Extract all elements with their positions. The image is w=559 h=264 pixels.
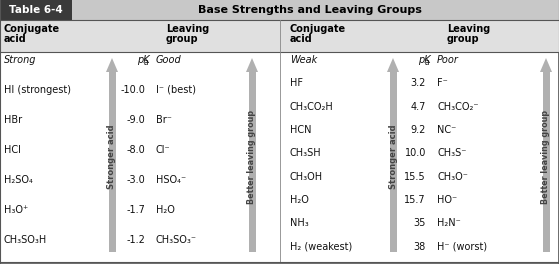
Text: Poor: Poor [437,55,459,65]
Text: HCl: HCl [4,145,21,155]
Text: CH₃CO₂H: CH₃CO₂H [290,102,334,112]
Text: 15.7: 15.7 [404,195,426,205]
Text: group: group [166,34,198,44]
Text: NH₃: NH₃ [290,218,309,228]
Text: Base Strengths and Leaving Groups: Base Strengths and Leaving Groups [198,5,422,15]
Text: -10.0: -10.0 [120,85,145,95]
Bar [0,0,72,20]
Text: -3.0: -3.0 [126,175,145,185]
Text: HI (strongest): HI (strongest) [4,85,71,95]
Bar [249,72,255,252]
Text: pK: pK [418,55,430,65]
Text: H₂SO₄: H₂SO₄ [4,175,33,185]
Text: group: group [447,34,480,44]
Text: 3.2: 3.2 [411,78,426,88]
Text: 38: 38 [414,242,426,252]
Text: CH₃OH: CH₃OH [290,172,323,182]
Text: HF: HF [290,78,303,88]
Text: H₂O: H₂O [290,195,309,205]
Text: Leaving: Leaving [447,24,490,34]
Text: -8.0: -8.0 [126,145,145,155]
Text: Conjugate: Conjugate [4,24,60,34]
Text: a: a [425,58,430,67]
Text: CH₃O⁻: CH₃O⁻ [437,172,468,182]
Bar [390,72,396,252]
Text: NC⁻: NC⁻ [437,125,456,135]
Text: Cl⁻: Cl⁻ [156,145,170,155]
Text: H₂N⁻: H₂N⁻ [437,218,461,228]
Text: CH₃S⁻: CH₃S⁻ [437,148,466,158]
Text: pK: pK [137,55,150,65]
Text: 4.7: 4.7 [411,102,426,112]
Bar [0,0,559,20]
Text: -9.0: -9.0 [126,115,145,125]
Text: Strong: Strong [4,55,36,65]
Text: Stronger acid: Stronger acid [389,125,397,189]
Polygon shape [387,58,399,72]
Text: Better leaving group: Better leaving group [248,110,257,204]
Text: HCN: HCN [290,125,311,135]
Text: H₃O⁺: H₃O⁺ [4,205,29,215]
Text: Table 6-4: Table 6-4 [9,5,63,15]
Polygon shape [106,58,118,72]
Text: H⁻ (worst): H⁻ (worst) [437,242,487,252]
Text: Conjugate: Conjugate [290,24,346,34]
Text: 9.2: 9.2 [411,125,426,135]
Polygon shape [540,58,552,72]
Text: 10.0: 10.0 [405,148,426,158]
Text: 35: 35 [414,218,426,228]
Text: CH₃SO₃⁻: CH₃SO₃⁻ [156,235,197,245]
Text: 15.5: 15.5 [404,172,426,182]
Text: H₂ (weakest): H₂ (weakest) [290,242,352,252]
Text: CH₃SH: CH₃SH [290,148,321,158]
Text: I⁻ (best): I⁻ (best) [156,85,196,95]
Bar [0,20,559,52]
Text: acid: acid [290,34,312,44]
Text: a: a [144,58,149,67]
Text: Stronger acid: Stronger acid [107,125,116,189]
Text: HSO₄⁻: HSO₄⁻ [156,175,186,185]
Text: HO⁻: HO⁻ [437,195,457,205]
Text: CH₃CO₂⁻: CH₃CO₂⁻ [437,102,479,112]
Text: Leaving: Leaving [166,24,209,34]
Text: CH₃SO₃H: CH₃SO₃H [4,235,48,245]
Text: Good: Good [156,55,182,65]
Text: HBr: HBr [4,115,22,125]
Polygon shape [246,58,258,72]
Text: -1.7: -1.7 [126,205,145,215]
Bar [108,72,116,252]
Text: Weak: Weak [290,55,318,65]
Text: acid: acid [4,34,27,44]
Text: Better leaving group: Better leaving group [542,110,551,204]
Bar [542,72,549,252]
Text: -1.2: -1.2 [126,235,145,245]
Text: F⁻: F⁻ [437,78,448,88]
Text: Br⁻: Br⁻ [156,115,172,125]
Text: H₂O: H₂O [156,205,175,215]
